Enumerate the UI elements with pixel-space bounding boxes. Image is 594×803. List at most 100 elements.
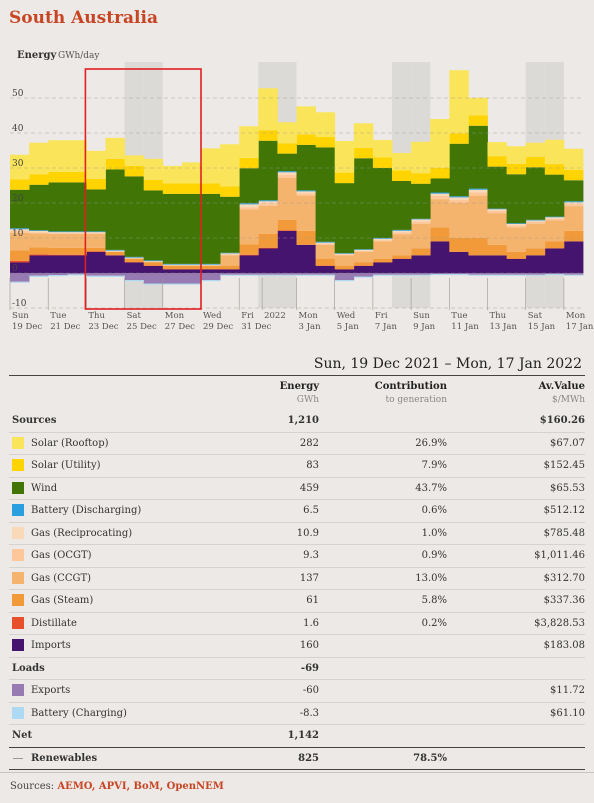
legend-swatch bbox=[12, 481, 24, 494]
row-av-value: $512.12 bbox=[543, 505, 585, 516]
series-gas-ccgt bbox=[10, 177, 584, 266]
table-row[interactable]: Battery (Charging) -8.3 $61.10 bbox=[9, 703, 585, 725]
x-tick-label: Thu bbox=[490, 311, 507, 321]
series-solar-rooftop bbox=[10, 70, 584, 187]
row-label: Gas (OCGT) bbox=[31, 550, 92, 561]
row-av-value: $183.08 bbox=[543, 640, 585, 651]
table-row[interactable]: Imports 160 $183.08 bbox=[9, 635, 585, 658]
x-tick-label: 31 Dec bbox=[241, 322, 271, 332]
y-tick-label: 50 bbox=[12, 89, 24, 99]
net-row: Net 1,142 bbox=[9, 725, 585, 748]
col-header-contribution-sub: to generation bbox=[385, 395, 447, 405]
sources-row: Sources 1,210 $160.26 bbox=[9, 410, 585, 433]
table-row[interactable]: Battery (Discharging) 6.5 0.6% $512.12 bbox=[9, 500, 585, 523]
chart-unit-label: GWh/day bbox=[58, 51, 100, 61]
row-energy: 459 bbox=[299, 482, 319, 494]
x-tick-label: 15 Jan bbox=[528, 322, 556, 332]
row-av-value: $152.45 bbox=[543, 460, 585, 471]
renewables-contribution: 78.5% bbox=[413, 752, 447, 764]
row-label: Battery (Discharging) bbox=[31, 505, 142, 516]
series-gas-ocgt bbox=[10, 175, 584, 266]
row-av-value: $337.36 bbox=[543, 595, 585, 606]
x-tick-label: Mon bbox=[165, 311, 185, 321]
x-tick-label: Tue bbox=[50, 311, 66, 321]
x-tick-label: 21 Dec bbox=[50, 322, 80, 332]
x-tick-label: Wed bbox=[337, 311, 356, 321]
date-range: Sun, 19 Dec 2021 – Mon, 17 Jan 2022 bbox=[313, 356, 582, 372]
table-row[interactable]: Gas (OCGT) 9.3 0.9% $1,011.46 bbox=[9, 545, 585, 568]
row-av-value: $11.72 bbox=[550, 685, 585, 696]
renewables-row: Renewables 825 78.5% bbox=[9, 748, 585, 770]
table-row[interactable]: Exports -60 $11.72 bbox=[9, 680, 585, 703]
x-tick-label: 13 Jan bbox=[490, 322, 518, 332]
loads-row: Loads -69 bbox=[9, 658, 585, 680]
col-header-av-value: Av.Value bbox=[538, 381, 585, 392]
row-energy: 137 bbox=[299, 572, 319, 584]
col-header-energy: Energy bbox=[279, 381, 319, 392]
series-wind bbox=[10, 125, 584, 264]
col-header-contribution: Contribution bbox=[374, 381, 447, 392]
row-label: Battery (Charging) bbox=[31, 707, 127, 719]
legend-swatch bbox=[12, 571, 24, 584]
sources-value: $160.26 bbox=[539, 415, 585, 426]
loads-label: Loads bbox=[12, 662, 45, 674]
x-tick-label: Tue bbox=[451, 311, 467, 321]
net-label: Net bbox=[12, 730, 33, 741]
row-label: Solar (Utility) bbox=[31, 460, 101, 471]
row-contribution: 26.9% bbox=[415, 437, 447, 449]
table-row[interactable]: Solar (Utility) 83 7.9% $152.45 bbox=[9, 455, 585, 478]
row-av-value: $61.10 bbox=[550, 707, 585, 719]
row-contribution: 1.0% bbox=[421, 527, 447, 539]
renewables-line-icon bbox=[13, 757, 23, 759]
series-solar-utility bbox=[10, 115, 584, 197]
x-tick-label: 29 Dec bbox=[203, 322, 233, 332]
legend-swatch bbox=[12, 459, 24, 471]
table-row[interactable]: Distillate 1.6 0.2% $3,828.53 bbox=[9, 613, 585, 635]
x-tick-label: Sat bbox=[528, 311, 543, 321]
footer: Sources: AEMO, APVI, BoM, OpenNEM bbox=[10, 781, 224, 792]
x-tick-label: Mon bbox=[566, 311, 586, 321]
footer-sources-link[interactable]: AEMO, APVI, BoM, OpenNEM bbox=[57, 781, 224, 792]
row-energy: -60 bbox=[302, 685, 319, 696]
table-row[interactable]: Gas (CCGT) 137 13.0% $312.70 bbox=[9, 568, 585, 590]
row-label: Distillate bbox=[31, 617, 77, 629]
footer-prefix: Sources: bbox=[10, 781, 55, 792]
legend-swatch bbox=[12, 706, 24, 719]
row-contribution: 7.9% bbox=[421, 460, 447, 471]
table-row[interactable]: Solar (Rooftop) 282 26.9% $67.07 bbox=[9, 433, 585, 455]
net-energy: 1,142 bbox=[287, 730, 319, 741]
row-contribution: 0.9% bbox=[421, 550, 447, 561]
x-tick-label: Sat bbox=[127, 311, 142, 321]
row-av-value: $785.48 bbox=[543, 527, 585, 539]
series-exports bbox=[10, 273, 584, 284]
row-av-value: $312.70 bbox=[543, 572, 585, 584]
row-label: Exports bbox=[31, 685, 71, 696]
row-label: Wind bbox=[31, 482, 58, 494]
row-contribution: 0.2% bbox=[421, 617, 447, 629]
y-tick-label: -10 bbox=[12, 299, 27, 309]
table-row[interactable]: Wind 459 43.7% $65.53 bbox=[9, 478, 585, 500]
table-row[interactable]: Gas (Reciprocating) 10.9 1.0% $785.48 bbox=[9, 523, 585, 545]
table-row[interactable]: Gas (Steam) 61 5.8% $337.36 bbox=[9, 590, 585, 613]
x-tick-label: Fri bbox=[375, 311, 388, 321]
row-label: Solar (Rooftop) bbox=[31, 437, 109, 449]
x-tick-label: 17 Jan bbox=[566, 322, 594, 332]
row-label: Gas (CCGT) bbox=[31, 572, 92, 584]
series-gas-reciprocating bbox=[10, 172, 584, 266]
chart-label-energy: Energy bbox=[17, 50, 57, 61]
x-tick-label: 9 Jan bbox=[413, 322, 436, 332]
x-tick-label: 5 Jan bbox=[337, 322, 360, 332]
legend-swatch bbox=[12, 436, 24, 449]
row-energy: 61 bbox=[306, 595, 319, 606]
x-tick-label: Thu bbox=[88, 311, 105, 321]
col-header-av-value-unit: $/MWh bbox=[551, 395, 585, 405]
selection-highlight bbox=[84, 68, 202, 310]
renewables-energy: 825 bbox=[298, 752, 319, 764]
legend-swatch bbox=[12, 594, 24, 606]
energy-table: Sources 1,210 $160.26 Solar (Rooftop) 282… bbox=[9, 410, 585, 770]
sources-energy: 1,210 bbox=[287, 415, 319, 426]
x-tick-label: Wed bbox=[203, 311, 222, 321]
sources-label: Sources bbox=[12, 415, 57, 426]
header-rule bbox=[9, 375, 585, 376]
